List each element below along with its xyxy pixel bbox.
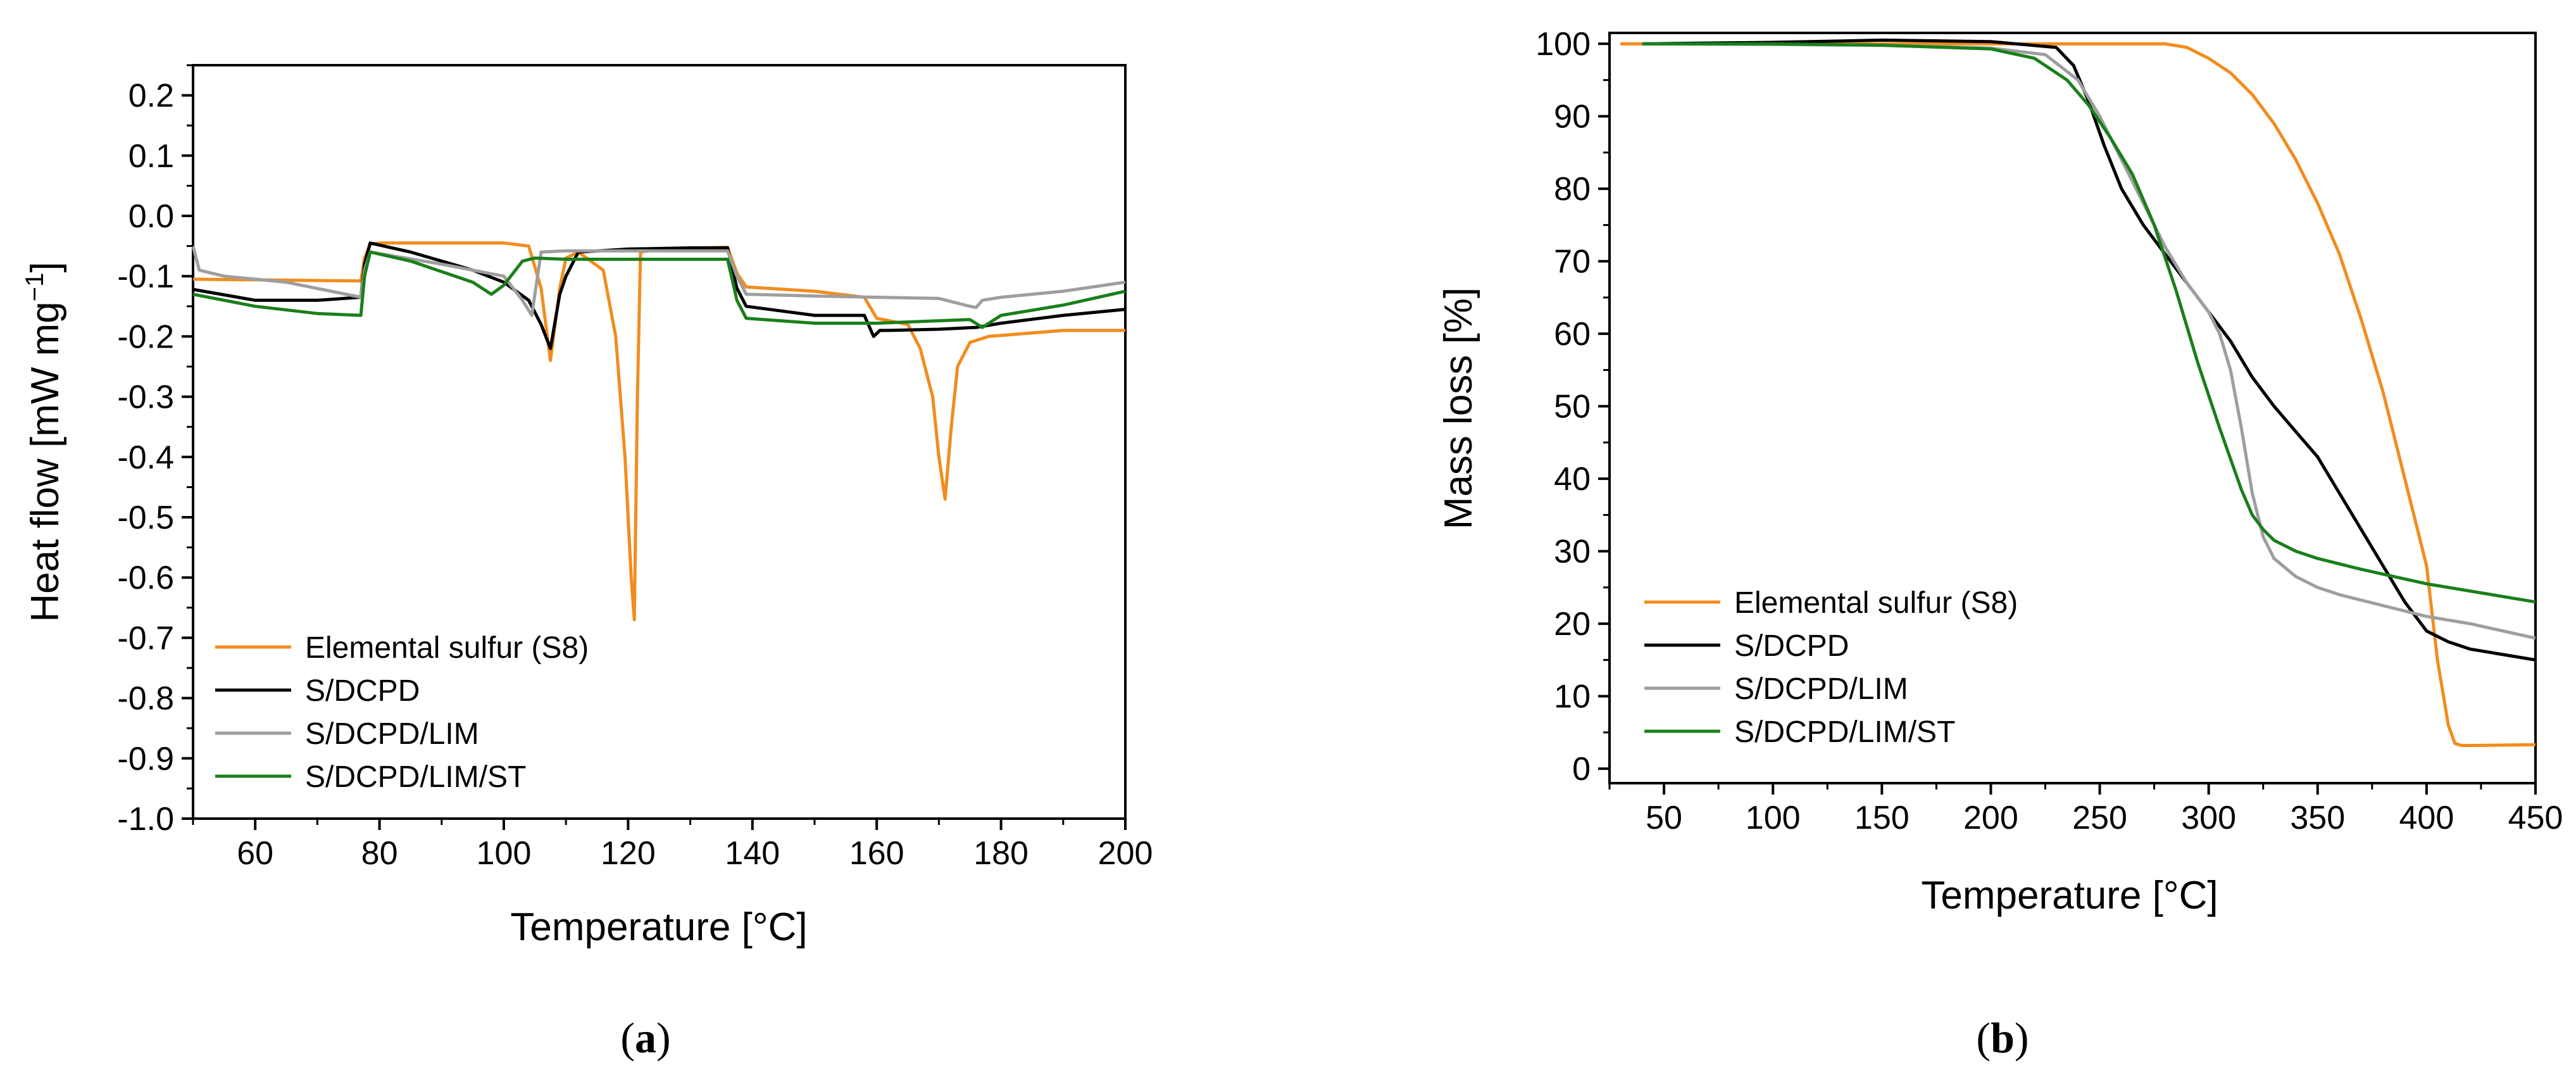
a-legend-label-elemental-sulfur-s8: Elemental sulfur (S8) [305, 631, 589, 665]
b-legend-label-s-dcpd-lim-st: S/DCPD/LIM/ST [1734, 715, 1955, 749]
b-x-tick-label: 50 [1646, 800, 1682, 836]
b-y-tick-label: 20 [1554, 606, 1591, 643]
b-x-tick-label: 450 [2508, 800, 2563, 836]
panel-b-series-lines [1620, 38, 2536, 747]
a-y-tick-label: 0.2 [128, 78, 174, 115]
b-x-tick-label: 200 [1963, 800, 2018, 836]
a-x-tick-label: 60 [237, 835, 273, 872]
panel-a-heat-flow-chart: 60 80 100 120 140 160 180 200 0.2 0.1 0.0 -0.1 -0.2 -… [21, 64, 1153, 1062]
a-y-tick-label: -0.3 [117, 379, 174, 416]
a-y-tick-label: -0.5 [117, 500, 174, 536]
b-y-tick-label: 60 [1554, 316, 1591, 353]
a-legend-label-s-dcpd: S/DCPD [305, 674, 420, 708]
panel-a-label: (a) [620, 1014, 670, 1062]
b-x-tick-label: 100 [1746, 800, 1801, 836]
a-x-tick-label: 180 [973, 835, 1029, 872]
a-x-tick-label: 160 [849, 835, 904, 872]
b-x-tick-label: 150 [1854, 800, 1910, 836]
a-y-tick-label: -1.0 [117, 801, 174, 838]
b-y-tick-label: 40 [1554, 461, 1591, 498]
a-y-tick-label: -0.1 [117, 258, 174, 295]
panel-b-mass-loss-chart: 50 100 150 200 250 300 350 400 45010090807060504… [1437, 26, 2563, 1062]
b-x-tick-label: 400 [2399, 800, 2454, 836]
b-series-line-s-dcpd-lim [1642, 42, 2536, 640]
b-y-tick-label: 30 [1554, 534, 1591, 570]
a-y-tick-label: -0.4 [117, 439, 174, 476]
b-legend-label-elemental-sulfur-s8: Elemental sulfur (S8) [1734, 586, 2018, 620]
b-x-tick-label: 250 [2072, 800, 2127, 836]
a-y-tick-label: -0.9 [117, 741, 174, 777]
panel-a-y-axis-label: Heat flow [mW mg−1] [21, 261, 67, 622]
b-x-tick-label: 350 [2290, 800, 2345, 836]
a-y-tick-label: -0.6 [117, 560, 174, 596]
a-y-tick-label: 0.1 [128, 138, 174, 175]
a-series-line-s-dcpd-lim-st [192, 250, 1126, 329]
panel-b-ticks: 50 100 150 200 250 300 350 400 45010090807060504… [1535, 26, 2563, 836]
b-y-tick-label: 70 [1554, 244, 1591, 280]
b-legend-label-s-dcpd: S/DCPD [1734, 629, 1849, 663]
panel-a-series-lines [191, 241, 1126, 622]
b-series-line-s-dcpd-lim-st [1642, 42, 2536, 604]
b-y-tick-label: 50 [1554, 389, 1591, 425]
b-y-tick-label: 100 [1535, 26, 1591, 63]
a-x-tick-label: 200 [1098, 835, 1153, 872]
b-y-tick-label: 90 [1554, 99, 1591, 135]
a-y-tick-label: -0.7 [117, 620, 174, 657]
b-legend-label-s-dcpd-lim: S/DCPD/LIM [1734, 672, 1908, 706]
panel-a-plot-frame [192, 64, 1127, 820]
a-x-tick-label: 100 [477, 835, 532, 872]
panel-b-plot-frame [1608, 32, 2537, 784]
panel-a-ticks: 60 80 100 120 140 160 180 200 0.2 0.1 0.0 -0.1 -0.2 -… [117, 64, 1153, 872]
b-y-tick-label: 0 [1572, 751, 1591, 788]
b-y-tick-label: 10 [1554, 679, 1591, 715]
a-y-tick-label: 0.0 [128, 198, 174, 235]
panel-b-label: (b) [1976, 1014, 2029, 1062]
a-legend-label-s-dcpd-lim-st: S/DCPD/LIM/ST [305, 760, 526, 794]
b-series-line-s-dcpd [1642, 38, 2536, 662]
panel-b-legend: Elemental sulfur (S8) S/DCPD S/DCPD/LIM S/D… [1644, 586, 2018, 749]
a-x-tick-label: 140 [725, 835, 780, 872]
a-y-tick-label: -0.8 [117, 681, 174, 717]
a-series-line-s-dcpd-lim [191, 245, 1126, 317]
b-series-line-elemental-sulfur-s8 [1620, 42, 2536, 747]
a-x-tick-label: 80 [361, 835, 398, 872]
a-y-tick-label: -0.2 [117, 318, 174, 355]
b-y-tick-label: 80 [1554, 171, 1591, 208]
b-x-tick-label: 300 [2181, 800, 2236, 836]
a-x-tick-label: 120 [601, 835, 656, 872]
a-legend-label-s-dcpd-lim: S/DCPD/LIM [305, 717, 479, 751]
panel-a-legend: Elemental sulfur (S8) S/DCPD S/DCPD/LIM S/D… [215, 631, 589, 794]
panel-b-x-axis-label: Temperature [°C] [1921, 874, 2218, 917]
panel-a-x-axis-label: Temperature [°C] [510, 905, 807, 949]
panel-b-y-axis-label: Mass loss [%] [1437, 287, 1480, 529]
